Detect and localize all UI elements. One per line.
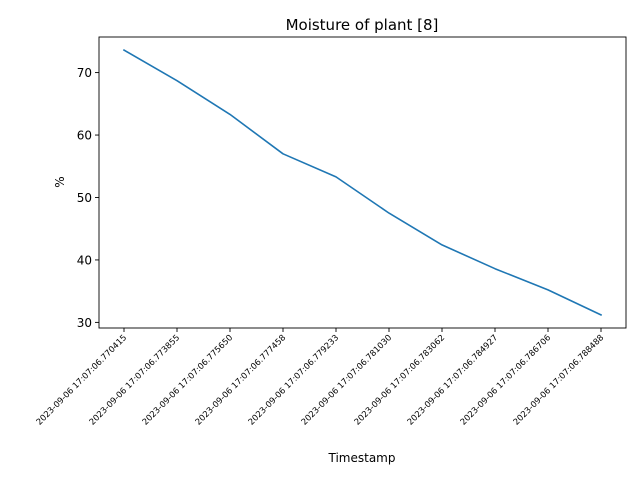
x-tick-label: 2023-09-06 17:07:06.781030	[299, 332, 393, 426]
x-tick-label: 2023-09-06 17:07:06.779233	[246, 332, 340, 426]
y-tick-label: 50	[77, 191, 92, 205]
series-line	[122, 49, 603, 316]
x-axis-label: Timestamp	[328, 451, 396, 465]
x-tick-label: 2023-09-06 17:07:06.788488	[511, 332, 605, 426]
y-tick-label: 60	[77, 129, 92, 143]
y-tick-label: 40	[77, 253, 92, 267]
y-axis: 30 40 50 60 70	[77, 66, 99, 330]
y-tick-label: 70	[77, 66, 92, 80]
series-group	[122, 49, 603, 316]
chart-title: Moisture of plant [8]	[286, 16, 439, 34]
x-tick-label: 2023-09-06 17:07:06.775650	[140, 332, 234, 426]
y-tick-label: 30	[77, 316, 92, 330]
plot-area	[98, 36, 627, 329]
x-tick-label: 2023-09-06 17:07:06.770415	[34, 332, 128, 426]
x-tick-label: 2023-09-06 17:07:06.783062	[352, 332, 446, 426]
x-tick-label: 2023-09-06 17:07:06.786706	[458, 332, 552, 426]
x-tick-label: 2023-09-06 17:07:06.777458	[193, 332, 287, 426]
y-axis-label: %	[53, 176, 67, 187]
x-tick-label: 2023-09-06 17:07:06.773855	[87, 332, 181, 426]
x-tick-label: 2023-09-06 17:07:06.784927	[405, 332, 499, 426]
